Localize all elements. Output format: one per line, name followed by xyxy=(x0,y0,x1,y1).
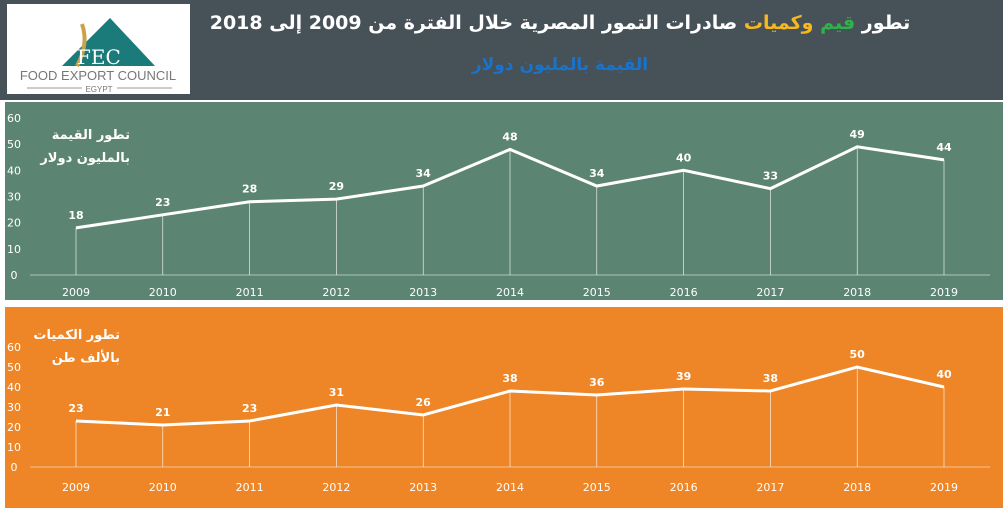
x-tick-label: 2013 xyxy=(409,286,437,299)
data-label: 44 xyxy=(936,141,952,154)
data-label: 29 xyxy=(329,180,344,193)
y-tick-label: 10 xyxy=(7,441,21,454)
fec-logo: FEC FOOD EXPORT COUNCIL EGYPT xyxy=(7,4,190,94)
x-tick-label: 2009 xyxy=(62,286,90,299)
x-tick-label: 2011 xyxy=(236,286,264,299)
data-label: 28 xyxy=(242,183,257,196)
x-tick-label: 2018 xyxy=(843,481,871,494)
data-label: 33 xyxy=(763,170,778,183)
pyramid-logo-icon: FEC FOOD EXPORT COUNCIL EGYPT xyxy=(20,18,176,94)
data-label: 34 xyxy=(416,167,432,180)
y-tick-label: 10 xyxy=(7,243,21,256)
x-tick-label: 2015 xyxy=(583,286,611,299)
y-tick-label: 50 xyxy=(7,361,21,374)
page-title: تطور قيم وكميات صادرات التمور المصرية خل… xyxy=(209,12,911,34)
data-label: 23 xyxy=(155,196,170,209)
data-label: 49 xyxy=(850,128,865,141)
x-tick-label: 2019 xyxy=(930,286,958,299)
x-tick-label: 2010 xyxy=(149,481,177,494)
quantity-chart-panel xyxy=(5,307,1003,508)
x-tick-label: 2014 xyxy=(496,286,524,299)
data-label: 48 xyxy=(502,130,517,143)
data-label: 40 xyxy=(936,368,952,381)
data-label: 26 xyxy=(416,396,432,409)
data-label: 23 xyxy=(242,402,257,415)
data-label: 50 xyxy=(850,348,866,361)
x-tick-label: 2010 xyxy=(149,286,177,299)
y-tick-label: 40 xyxy=(7,381,21,394)
x-tick-label: 2015 xyxy=(583,481,611,494)
logo-name: FOOD EXPORT COUNCIL xyxy=(20,68,176,83)
data-label: 18 xyxy=(68,209,83,222)
data-label: 40 xyxy=(676,151,692,164)
x-tick-label: 2014 xyxy=(496,481,524,494)
y-tick-label: 30 xyxy=(7,401,21,414)
logo-mark: FEC xyxy=(77,45,121,69)
y-tick-label: 60 xyxy=(7,341,21,354)
data-label: 23 xyxy=(68,402,83,415)
x-tick-label: 2011 xyxy=(236,481,264,494)
y-tick-label: 20 xyxy=(7,217,21,230)
data-label: 21 xyxy=(155,406,170,419)
value-chart-panel xyxy=(5,102,1003,300)
x-tick-label: 2017 xyxy=(756,481,784,494)
y-tick-label: 0 xyxy=(11,269,18,282)
logo-country: EGYPT xyxy=(85,85,112,94)
data-label: 38 xyxy=(763,372,778,385)
y-tick-label: 30 xyxy=(7,191,21,204)
x-tick-label: 2017 xyxy=(756,286,784,299)
x-tick-label: 2016 xyxy=(670,286,698,299)
x-tick-label: 2018 xyxy=(843,286,871,299)
x-tick-label: 2016 xyxy=(670,481,698,494)
x-tick-label: 2013 xyxy=(409,481,437,494)
y-tick-label: 0 xyxy=(11,461,18,474)
value-chart-title: تطور القيمة بالمليون دولار xyxy=(40,128,130,166)
data-label: 39 xyxy=(676,370,691,383)
x-tick-label: 2019 xyxy=(930,481,958,494)
data-label: 38 xyxy=(502,372,517,385)
header: FEC FOOD EXPORT COUNCIL EGYPT تطور قيم و… xyxy=(0,0,1003,100)
y-tick-label: 60 xyxy=(7,112,21,125)
x-tick-label: 2009 xyxy=(62,481,90,494)
x-tick-label: 2012 xyxy=(322,286,350,299)
y-tick-label: 20 xyxy=(7,421,21,434)
quantity-chart-title: تطور الكميات بالألف طن xyxy=(33,328,120,366)
data-label: 31 xyxy=(329,386,344,399)
series-line xyxy=(75,145,945,230)
y-tick-label: 50 xyxy=(7,138,21,151)
data-label: 34 xyxy=(589,167,605,180)
data-label: 36 xyxy=(589,376,605,389)
page-subtitle: القيمة بالمليون دولار xyxy=(471,55,649,75)
series-line xyxy=(75,365,945,427)
y-tick-label: 40 xyxy=(7,164,21,177)
x-tick-label: 2012 xyxy=(322,481,350,494)
